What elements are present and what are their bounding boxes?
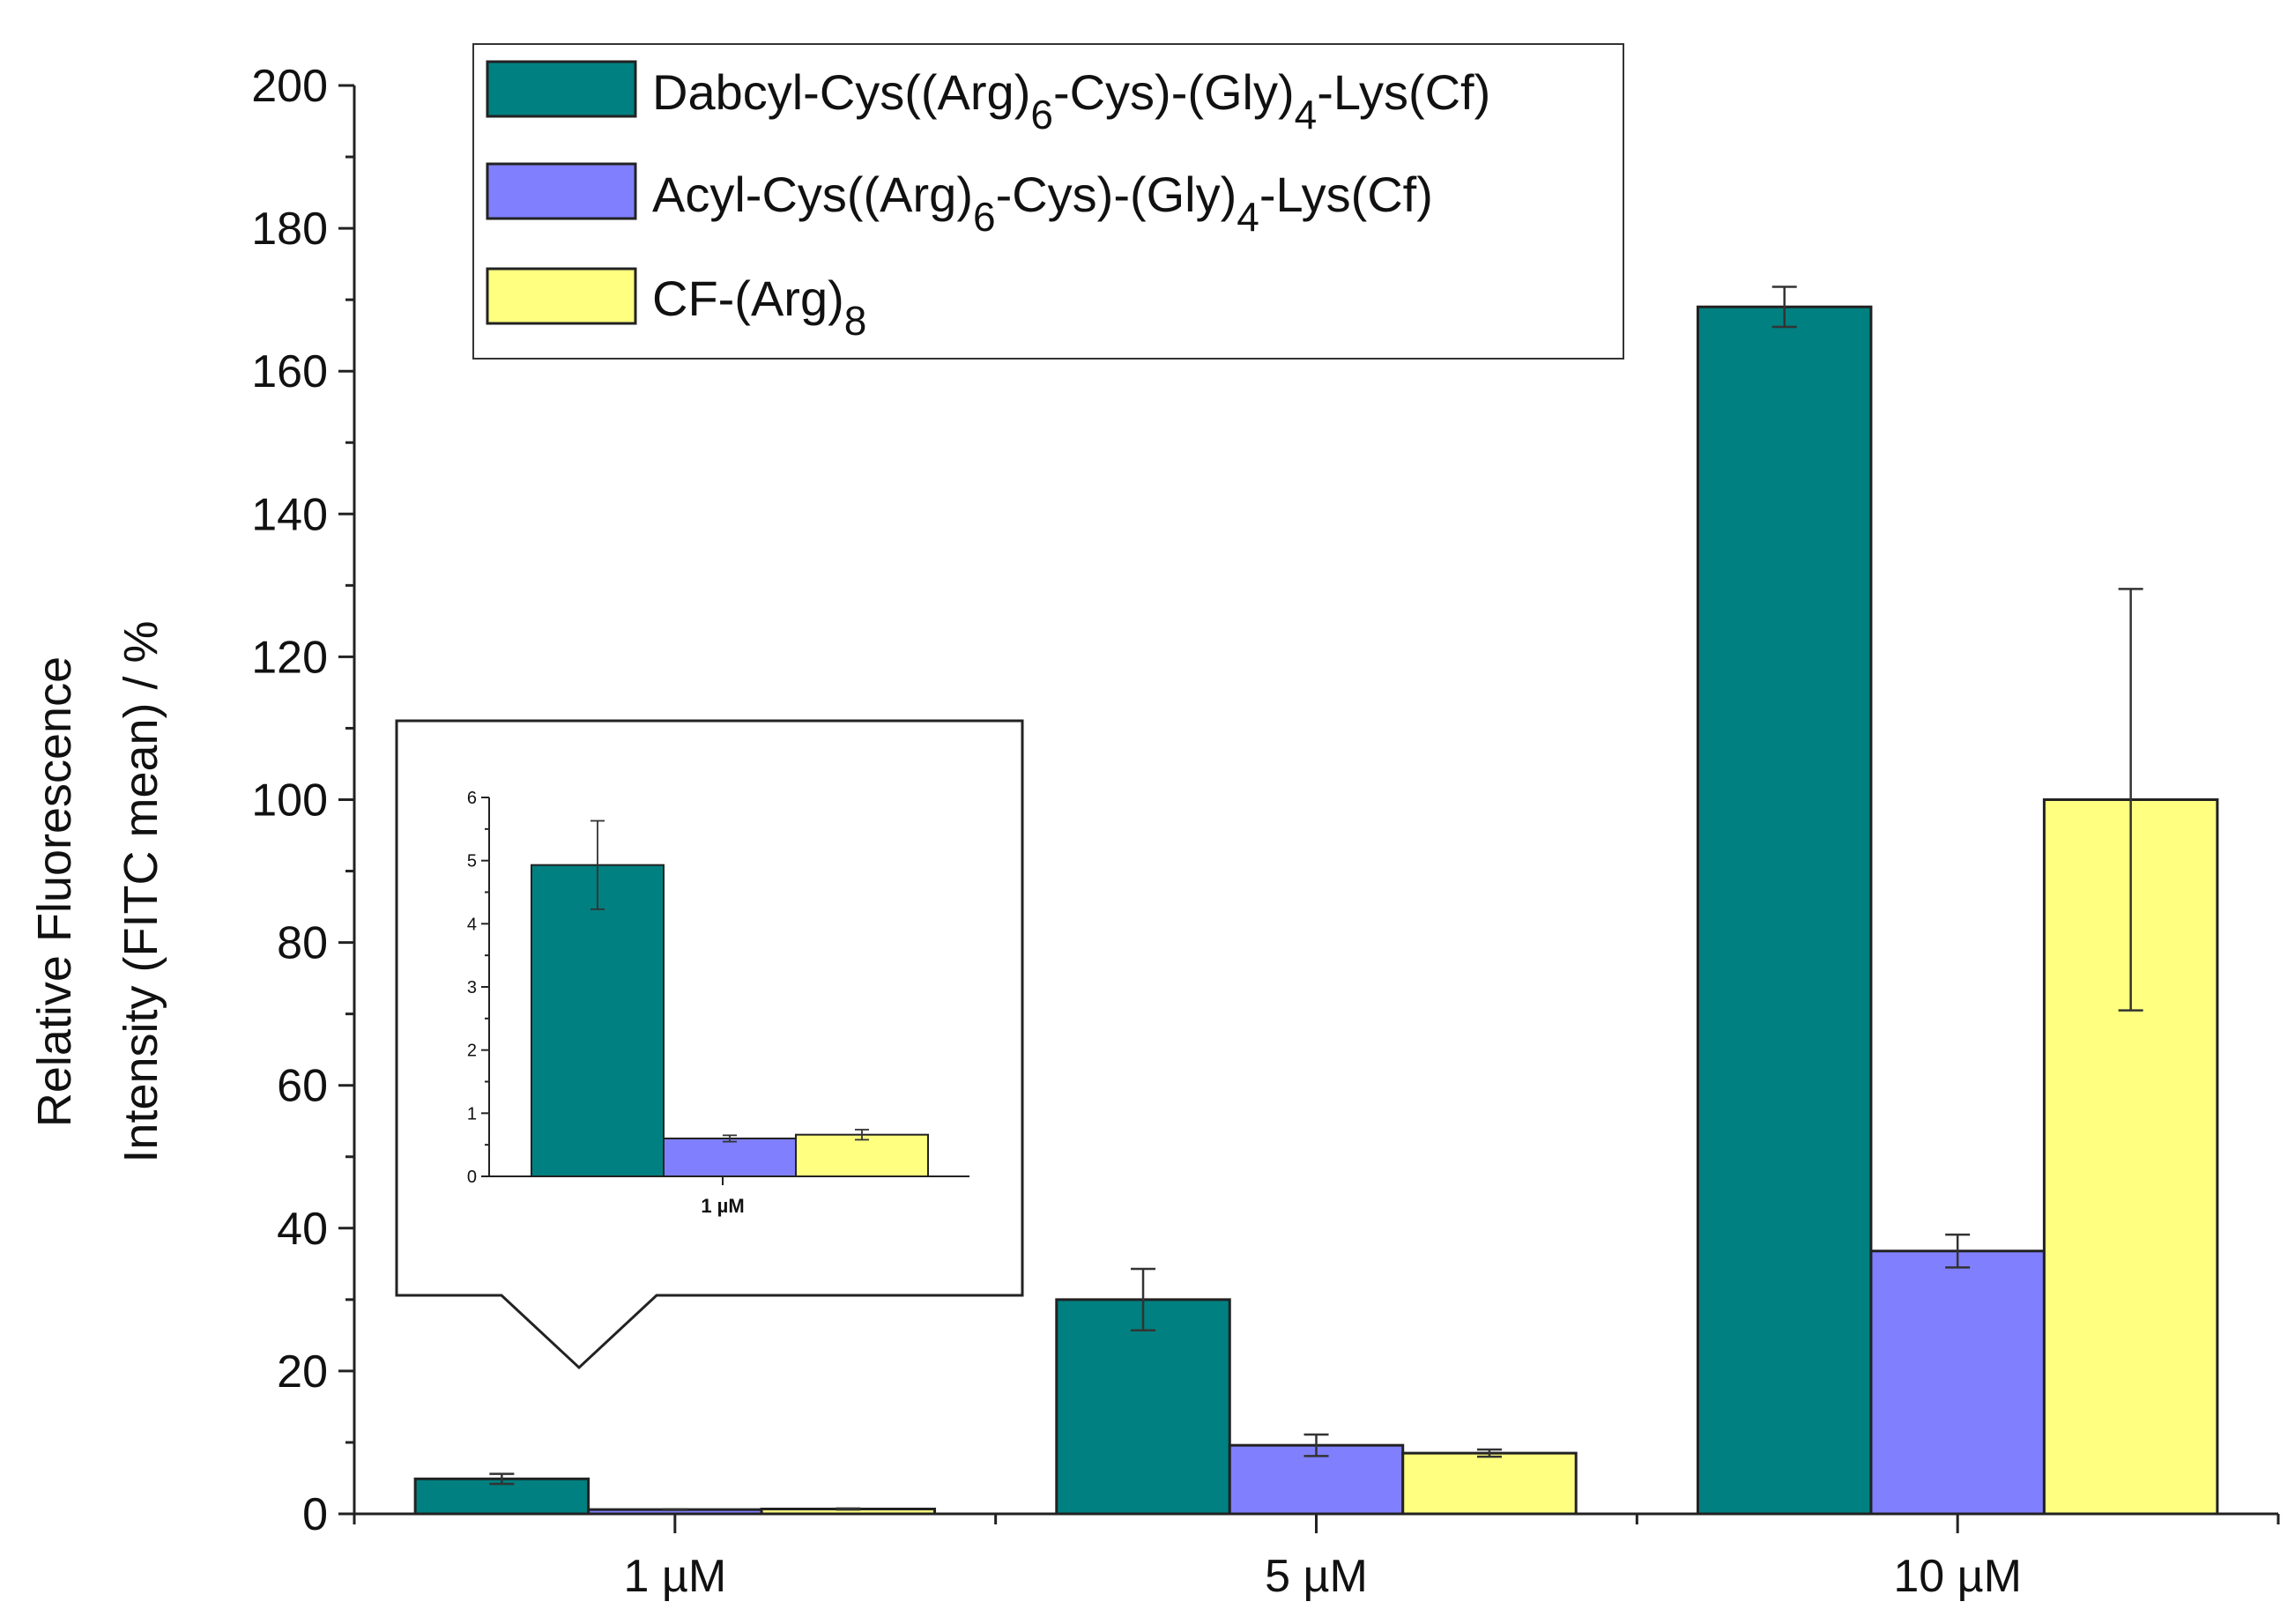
y-tick-label: 160 (251, 346, 328, 397)
inset-callout-frame (395, 719, 1024, 1370)
inset-y-tick-label: 0 (467, 1168, 477, 1187)
legend-label-cf-arg8: CF-(Arg)8 (652, 271, 866, 344)
inset-bar (663, 1138, 797, 1177)
legend-swatch-dabcyl (486, 60, 637, 118)
inset-panel: 0 1 2 3 4 5 6 1 µM (395, 719, 1024, 1370)
bars-group (413, 285, 2219, 1516)
inset-bar (795, 1133, 929, 1177)
y-tick-label: 60 (277, 1061, 328, 1112)
inset-y-tick-label: 5 (467, 852, 477, 871)
y-tick-label: 200 (251, 61, 328, 112)
inset-bar (531, 864, 665, 1178)
x-tick-label: 10 µM (1893, 1551, 2022, 1602)
legend: Dabcyl-Cys((Arg)6-Cys)-(Gly)4-Lys(Cf) Ac… (472, 43, 1624, 360)
legend-swatch-acyl (486, 162, 637, 220)
y-ticks-group: 0 20 40 60 80 100 120 140 160 180 200 (251, 61, 354, 1540)
y-tick-label: 140 (251, 489, 328, 540)
inset-x-category-label: 1 µM (701, 1195, 744, 1217)
bar (1869, 1250, 2046, 1516)
inset-y-tick-label: 4 (467, 915, 477, 934)
y-tick-label: 180 (251, 204, 328, 255)
inset-y-tick-label: 2 (467, 1042, 477, 1061)
y-tick-label: 0 (302, 1489, 328, 1540)
bar (1696, 305, 1873, 1516)
y-tick-label: 40 (277, 1204, 328, 1255)
x-tick-label: 1 µM (624, 1551, 727, 1602)
bar (1401, 1451, 1578, 1516)
legend-label-acyl: Acyl-Cys((Arg)6-Cys)-(Gly)4-Lys(Cf) (652, 167, 1433, 240)
legend-frame (472, 43, 1624, 360)
y-tick-label: 80 (277, 918, 328, 969)
x-ticks-group: 1 µM 5 µM 10 µM (353, 1514, 2280, 1602)
inset-y-tick-label: 1 (467, 1104, 477, 1123)
legend-swatch-cf-arg8 (486, 267, 637, 325)
y-tick-label: 20 (277, 1346, 328, 1398)
inset-y-tick-label: 3 (467, 978, 477, 997)
bar (1055, 1298, 1231, 1516)
inset-ticks-group: 0 1 2 3 4 5 6 (467, 789, 724, 1187)
legend-label-dabcyl: Dabcyl-Cys((Arg)6-Cys)-(Gly)4-Lys(Cf) (652, 64, 1490, 137)
y-tick-label: 100 (251, 775, 328, 827)
y-axis-label-line2: Intensity (FITC mean) / % (115, 620, 167, 1162)
y-axis-label-line1: Relative Fluorescence (28, 656, 81, 1127)
inset-y-tick-label: 6 (467, 789, 477, 808)
y-tick-label: 120 (251, 632, 328, 683)
x-tick-label: 5 µM (1265, 1551, 1368, 1602)
